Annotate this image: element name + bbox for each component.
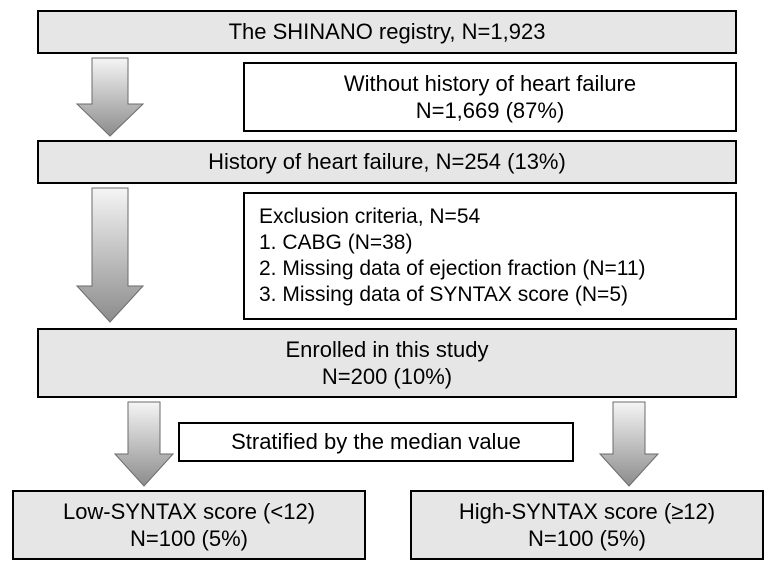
registry-text: The SHINANO registry, N=1,923 <box>229 18 546 46</box>
exclusion-title: Exclusion criteria, N=54 <box>259 204 480 230</box>
exclusion-box: Exclusion criteria, N=54 1. CABG (N=38) … <box>243 192 737 320</box>
exclusion-item2: 2. Missing data of ejection fraction (N=… <box>259 256 646 282</box>
enrolled-line2: N=200 (10%) <box>322 363 452 391</box>
history-hf-text: History of heart failure, N=254 (13%) <box>208 148 566 176</box>
high-syntax-line1: High-SYNTAX score (≥12) <box>459 498 715 526</box>
low-syntax-box: Low-SYNTAX score (<12) N=100 (5%) <box>12 490 366 560</box>
exclusion-item3: 3. Missing data of SYNTAX score (N=5) <box>259 282 628 308</box>
without-hf-box: Without history of heart failure N=1,669… <box>243 62 737 132</box>
arrow-2 <box>77 188 143 322</box>
stratified-box: Stratified by the median value <box>178 422 574 462</box>
arrow-4 <box>600 402 658 486</box>
enrolled-box: Enrolled in this study N=200 (10%) <box>37 328 737 398</box>
enrolled-line1: Enrolled in this study <box>286 336 489 364</box>
arrow-1 <box>77 58 143 136</box>
exclusion-item1: 1. CABG (N=38) <box>259 230 412 256</box>
high-syntax-line2: N=100 (5%) <box>528 525 646 553</box>
without-hf-line2: N=1,669 (87%) <box>416 97 565 125</box>
arrow-3 <box>115 402 173 486</box>
stratified-text: Stratified by the median value <box>231 428 521 456</box>
registry-box: The SHINANO registry, N=1,923 <box>37 10 737 54</box>
low-syntax-line1: Low-SYNTAX score (<12) <box>63 498 315 526</box>
high-syntax-box: High-SYNTAX score (≥12) N=100 (5%) <box>410 490 764 560</box>
low-syntax-line2: N=100 (5%) <box>130 525 248 553</box>
history-hf-box: History of heart failure, N=254 (13%) <box>37 140 737 184</box>
without-hf-line1: Without history of heart failure <box>344 70 636 98</box>
